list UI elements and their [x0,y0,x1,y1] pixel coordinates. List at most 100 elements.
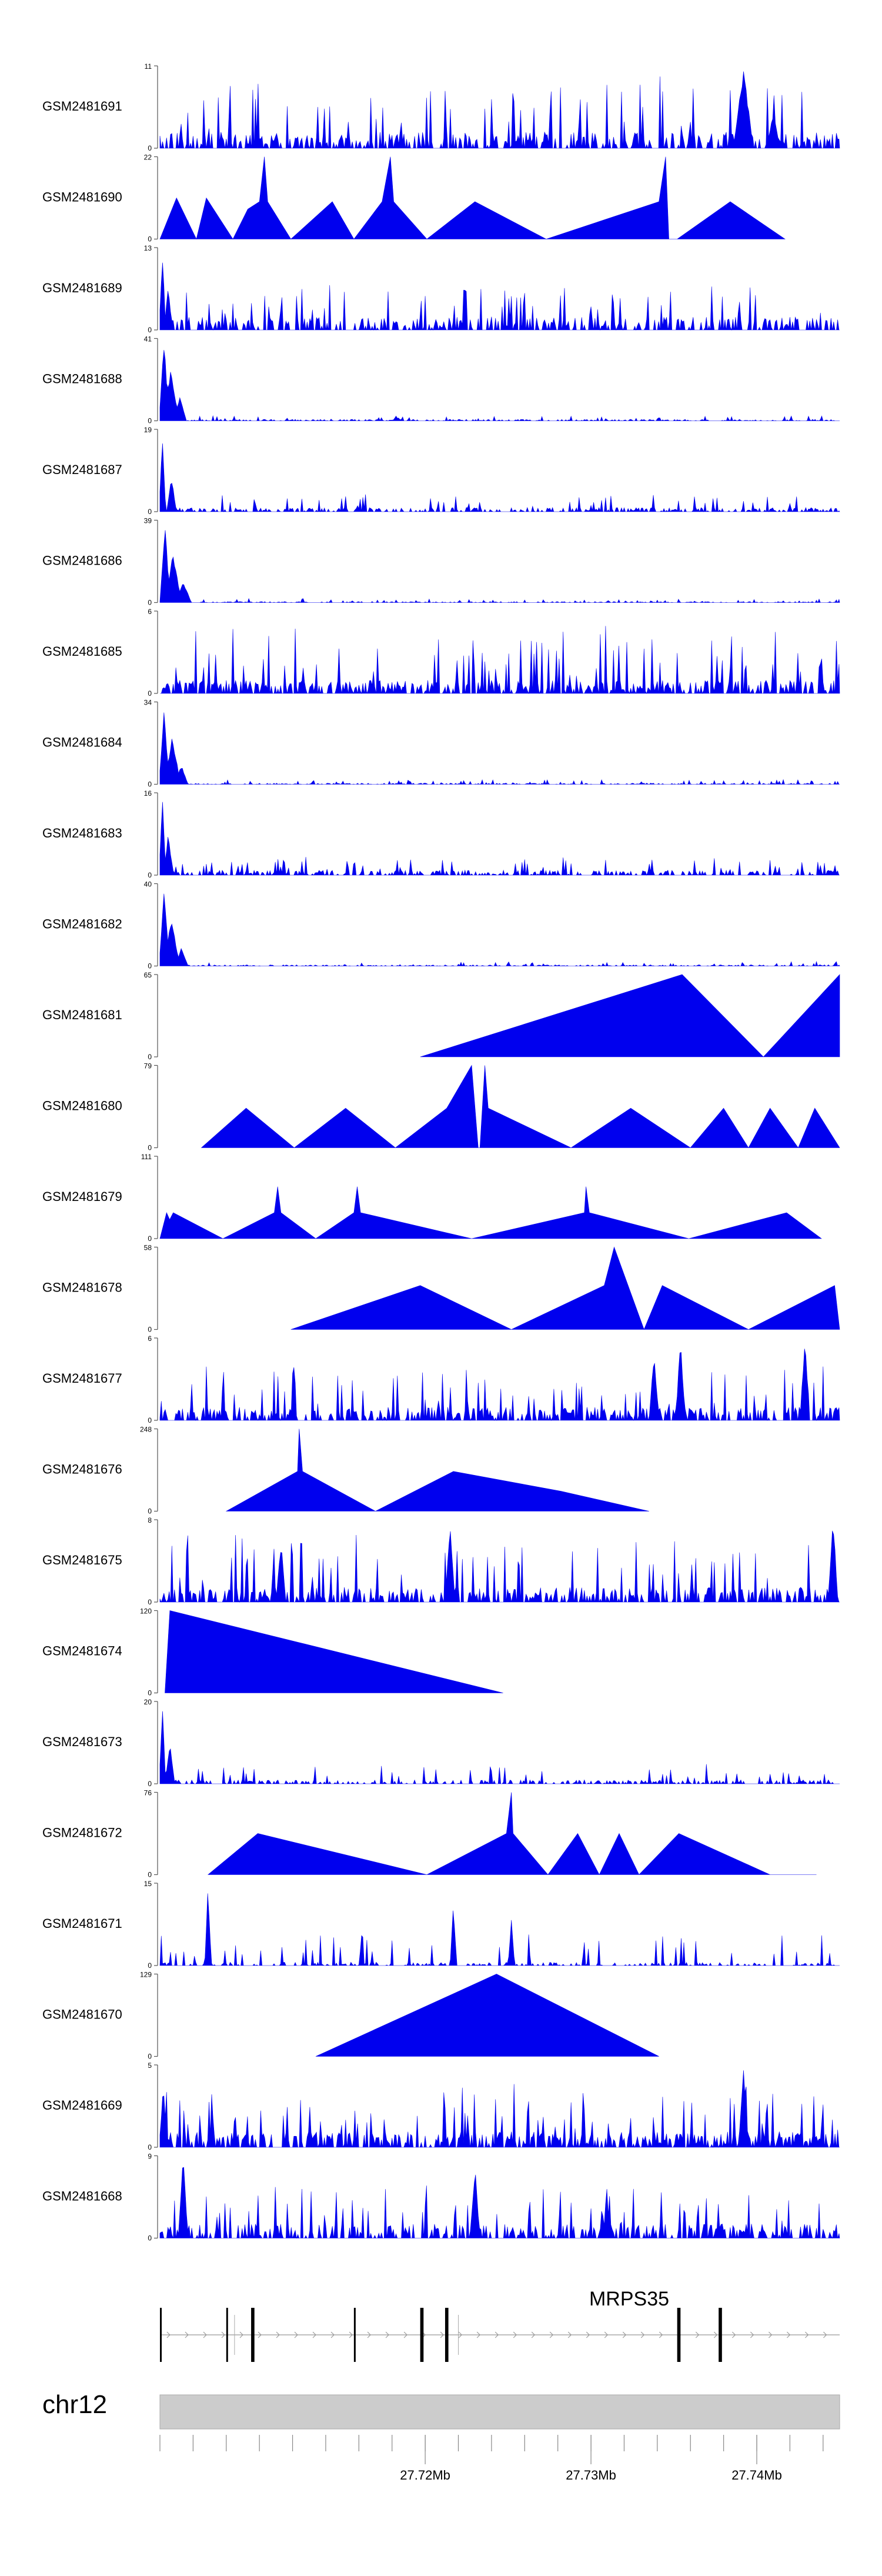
strand-arrow [166,2331,171,2338]
track-GSM2481683: GSM2481683 16 0 [42,789,840,879]
coverage-area [159,893,840,967]
major-tick-label: 27.72Mb [400,2468,450,2482]
coverage-area [159,2167,840,2239]
exon [353,2308,356,2362]
major-tick-label: 27.73Mb [566,2468,616,2482]
coverage-area [159,262,840,331]
track-GSM2481679: GSM2481679 111 0 [42,1153,822,1243]
track-label: GSM2481678 [42,1280,122,1295]
y-tick-label-max: 11 [145,62,152,71]
gene-track: MRPS35 [160,2288,840,2362]
track-GSM2481690: GSM2481690 22 0 [42,154,786,243]
strand-arrow [276,2331,280,2338]
track-GSM2481668: GSM2481668 9 0 [42,2153,840,2243]
track-GSM2481681: GSM2481681 65 0 [42,971,840,1061]
coverage-area [159,1186,822,1239]
track-GSM2481678: GSM2481678 58 0 [42,1244,840,1334]
track-label: GSM2481671 [42,1916,122,1931]
track-GSM2481687: GSM2481687 19 0 [42,426,840,516]
y-tick-label-max: 9 [148,2153,152,2161]
y-tick-label-min: 0 [148,599,152,607]
track-label: GSM2481669 [42,2098,122,2113]
strand-arrow [403,2331,407,2338]
y-tick-label-min: 0 [148,689,152,698]
track-GSM2481691: GSM2481691 11 0 [42,62,840,152]
track-label: GSM2481690 [42,190,122,205]
strand-arrow [185,2331,189,2338]
track-label: GSM2481673 [42,1734,122,1749]
strand-arrow [458,2331,462,2338]
track-label: GSM2481681 [42,1007,122,1022]
strand-arrow [768,2331,773,2338]
track-label: GSM2481684 [42,735,122,750]
strand-arrow [659,2331,663,2338]
strand-arrow [513,2331,517,2338]
exon [677,2308,681,2362]
exon [719,2308,722,2362]
chromosome-label: chr12 [42,2390,107,2419]
coverage-area [159,712,840,785]
strand-arrow [604,2331,609,2338]
y-tick-label-min: 0 [148,1234,152,1243]
y-tick-label-max: 39 [144,517,152,525]
y-tick-label-min: 0 [148,2143,152,2151]
track-GSM2481686: GSM2481686 39 0 [42,517,840,607]
track-label: GSM2481672 [42,1826,122,1840]
exon [226,2308,228,2362]
track-label: GSM2481689 [42,281,122,295]
coverage-area [159,71,840,149]
strand-arrow [786,2331,791,2338]
track-GSM2481672: GSM2481672 76 0 [42,1789,817,1879]
y-tick-label-min: 0 [148,962,152,970]
strand-arrow [476,2331,481,2338]
y-tick-label-max: 79 [144,1062,152,1070]
y-tick-label-max: 20 [144,1698,152,1706]
y-tick-label-min: 0 [148,1689,152,1697]
gene-name: MRPS35 [589,2288,669,2310]
track-GSM2481685: GSM2481685 6 0 [42,608,840,698]
y-tick-label-min: 0 [148,1961,152,1970]
track-label: GSM2481686 [42,553,122,568]
track-GSM2481684: GSM2481684 34 0 [42,699,840,789]
coverage-area [160,626,840,695]
y-tick-label-min: 0 [148,1871,152,1879]
track-GSM2481671: GSM2481671 15 0 [42,1880,840,1970]
y-tick-label-min: 0 [148,1507,152,1516]
track-label: GSM2481677 [42,1371,122,1386]
strand-arrow [531,2331,536,2338]
strand-arrow [622,2331,627,2338]
track-label: GSM2481679 [42,1189,122,1204]
track-label: GSM2481682 [42,917,122,932]
y-tick-label-min: 0 [148,1416,152,1424]
major-tick-label: 27.74Mb [731,2468,782,2482]
strand-arrow [549,2331,554,2338]
chromosome-ideogram [159,2394,840,2430]
track-label: GSM2481688 [42,372,122,386]
strand-arrow [731,2331,736,2338]
strand-arrow [221,2331,225,2338]
track-GSM2481673: GSM2481673 20 0 [42,1698,840,1788]
y-tick-label-min: 0 [148,2234,152,2243]
strand-arrow [440,2331,444,2338]
strand-arrow [294,2331,298,2338]
coverage-area [201,1065,840,1149]
y-tick-label-max: 22 [144,154,152,162]
y-tick-label-max: 19 [144,426,152,434]
y-tick-label-min: 0 [148,1598,152,1606]
track-GSM2481676: GSM2481676 248 0 [42,1426,649,1516]
coverage-area [207,1792,817,1876]
track-label: GSM2481691 [42,99,122,114]
strand-arrow [258,2331,262,2338]
track-label: GSM2481676 [42,1462,122,1477]
y-tick-label-max: 40 [144,880,152,889]
track-GSM2481675: GSM2481675 8 0 [42,1516,840,1606]
coverage-area [159,1893,840,1967]
coverage-area [290,1246,840,1330]
track-GSM2481688: GSM2481688 41 0 [42,335,840,425]
track-GSM2481677: GSM2481677 6 0 [42,1334,840,1424]
track-label: GSM2481675 [42,1553,122,1567]
y-tick-label-min: 0 [148,871,152,879]
y-tick-label-max: 13 [144,244,152,252]
coverage-area [159,530,840,603]
